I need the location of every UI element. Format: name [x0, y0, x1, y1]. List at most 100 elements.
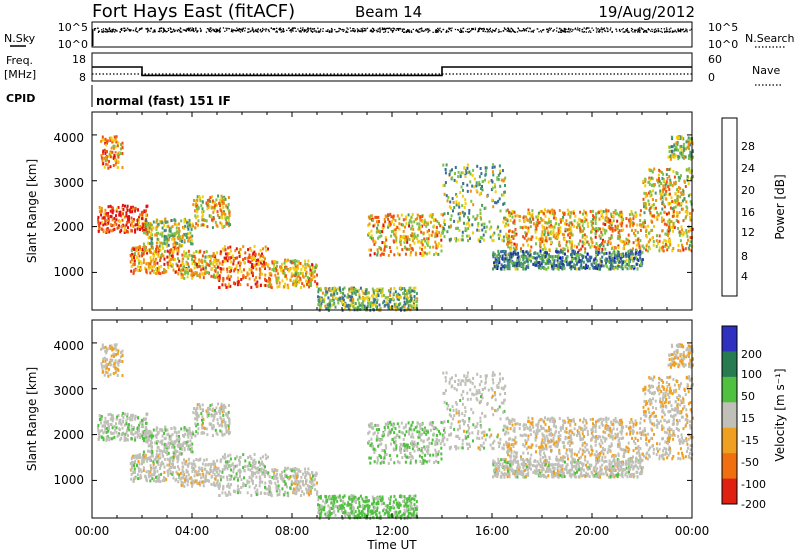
power-echo-cell: [267, 247, 269, 251]
power-echo-cell: [643, 219, 646, 223]
power-echo-cell: [146, 223, 148, 227]
power-echo-cell: [102, 151, 104, 155]
power-echo-cell: [392, 217, 395, 221]
power-echo-cell: [555, 247, 558, 251]
noise-sample: [590, 31, 592, 33]
power-echo-cell: [676, 214, 679, 218]
power-echo-cell: [184, 234, 187, 237]
power-echo-cell: [131, 258, 133, 262]
power-echo-cell: [673, 175, 676, 179]
power-echo-cell: [363, 304, 366, 308]
power-echo-cell: [538, 243, 541, 247]
power-echo-cell: [616, 226, 619, 230]
power-echo-cell: [250, 268, 253, 272]
power-echo-cell: [225, 204, 228, 208]
power-echo-cell: [367, 223, 370, 227]
power-echo-cell: [491, 238, 494, 242]
power-echo-cell: [367, 291, 370, 295]
power-echo-cell: [198, 258, 201, 262]
power-echo-cell: [265, 249, 268, 252]
noise-sample: [372, 31, 374, 33]
power-echo-cell: [133, 268, 136, 272]
power-echo-cell: [524, 256, 527, 260]
power-echo-cell: [444, 181, 447, 185]
power-echo-cell: [558, 229, 560, 233]
power-echo-cell: [342, 303, 344, 307]
power-echo-cell: [671, 200, 674, 203]
noise-sample: [209, 28, 211, 31]
power-echo-cell: [657, 180, 660, 184]
power-echo-cell: [507, 223, 510, 227]
noise-sample: [94, 27, 97, 30]
power-echo-cell: [328, 288, 331, 292]
power-echo-cell: [512, 246, 515, 250]
power-echo-cell: [582, 255, 585, 259]
power-echo-cell: [540, 257, 543, 261]
power-echo-cell: [390, 305, 393, 309]
power-echo-cell: [401, 248, 404, 252]
power-echo-cell: [268, 282, 271, 286]
power-echo-cell: [192, 273, 195, 277]
power-echo-cell: [158, 268, 161, 272]
power-echo-cell: [181, 275, 184, 279]
power-echo-cell: [261, 264, 264, 268]
power-echo-cell: [564, 252, 566, 256]
power-echo-cell: [269, 272, 272, 276]
power-echo-cell: [548, 232, 551, 236]
power-echo-cell: [539, 241, 542, 245]
power-echo-cell: [204, 266, 207, 270]
power-echo-cell: [539, 216, 542, 220]
power-echo-cell: [144, 218, 147, 222]
power-echo-cell: [571, 233, 574, 237]
power-echo-cell: [558, 209, 561, 212]
power-echo-cell: [101, 138, 104, 142]
power-echo-cell: [227, 246, 230, 250]
noise-sample: [282, 29, 285, 31]
power-echo-cell: [277, 279, 280, 283]
power-echo-cell: [525, 225, 528, 229]
power-echo-cell: [378, 289, 381, 292]
power-echo-cell: [433, 224, 435, 228]
power-echo-cell: [432, 245, 435, 249]
power-echo-cell: [464, 175, 467, 178]
power-echo-cell: [214, 220, 217, 224]
noise-sample: [624, 31, 626, 33]
power-echo-cell: [615, 227, 618, 231]
power-echo-cell: [367, 299, 370, 302]
power-echo-cell: [329, 305, 332, 309]
noise-sample: [282, 28, 284, 30]
power-echo-cell: [273, 266, 275, 270]
power-echo-cell: [488, 227, 491, 231]
power-echo-cell: [250, 249, 253, 253]
power-echo-cell: [147, 236, 150, 240]
power-echo-cell: [629, 222, 632, 226]
power-echo-cell: [166, 241, 169, 245]
power-echo-cell: [569, 214, 572, 218]
power-echo-cell: [531, 255, 534, 259]
power-echo-cell: [683, 179, 686, 183]
power-echo-cell: [636, 223, 639, 227]
noise-sample: [385, 27, 388, 30]
noise-sample: [236, 30, 238, 32]
power-echo-cell: [560, 262, 563, 266]
power-echo-cell: [150, 228, 153, 232]
power-echo-cell: [673, 206, 676, 210]
noise-sample: [318, 31, 320, 33]
noise-left-tick-bottom: 10^0: [58, 38, 88, 51]
power-echo-cell: [201, 195, 204, 199]
power-echo-cell: [541, 247, 544, 251]
power-echo-cell: [141, 248, 144, 251]
power-echo-cell: [215, 198, 218, 202]
noise-sample: [674, 30, 676, 33]
noise-sample: [256, 30, 259, 32]
power-echo-cell: [509, 239, 512, 243]
noise-sample: [217, 30, 219, 32]
power-echo-cell: [669, 241, 672, 245]
power-echo-cell: [661, 248, 664, 252]
power-echo-cell: [461, 238, 464, 242]
noise-sample: [405, 30, 408, 32]
power-echo-cell: [149, 250, 151, 254]
power-echo-cell: [601, 250, 604, 254]
power-echo-cell: [527, 226, 530, 230]
power-echo-cell: [618, 255, 621, 259]
